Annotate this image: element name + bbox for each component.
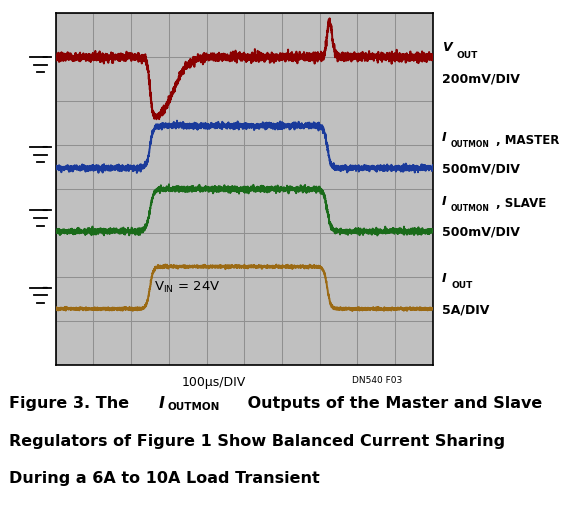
Text: OUTMON: OUTMON (168, 402, 221, 412)
Text: Figure 3. The: Figure 3. The (9, 396, 135, 411)
Text: 5A/DIV: 5A/DIV (442, 303, 489, 316)
Text: Outputs of the Master and Slave: Outputs of the Master and Slave (242, 396, 542, 411)
Text: I: I (442, 272, 446, 285)
Text: V: V (442, 41, 451, 54)
Text: 100μs/DIV: 100μs/DIV (182, 376, 246, 388)
Text: Regulators of Figure 1 Show Balanced Current Sharing: Regulators of Figure 1 Show Balanced Cur… (9, 434, 505, 449)
Text: During a 6A to 10A Load Transient: During a 6A to 10A Load Transient (9, 471, 319, 486)
Text: I: I (442, 131, 446, 144)
Text: , MASTER: , MASTER (496, 134, 559, 147)
Text: I: I (442, 195, 446, 208)
Text: , SLAVE: , SLAVE (496, 197, 546, 210)
Text: DN540 F03: DN540 F03 (353, 376, 402, 384)
Text: $\mathregular{V_{IN}}$ = 24V: $\mathregular{V_{IN}}$ = 24V (154, 280, 221, 295)
Text: I: I (159, 396, 164, 411)
Text: 500mV/DIV: 500mV/DIV (442, 226, 519, 239)
Text: 500mV/DIV: 500mV/DIV (442, 162, 519, 175)
Text: OUTMON: OUTMON (451, 140, 490, 149)
Text: OUT: OUT (451, 281, 473, 290)
Text: OUTMON: OUTMON (451, 204, 490, 213)
Text: OUT: OUT (456, 51, 478, 60)
Text: 200mV/DIV: 200mV/DIV (442, 73, 519, 85)
